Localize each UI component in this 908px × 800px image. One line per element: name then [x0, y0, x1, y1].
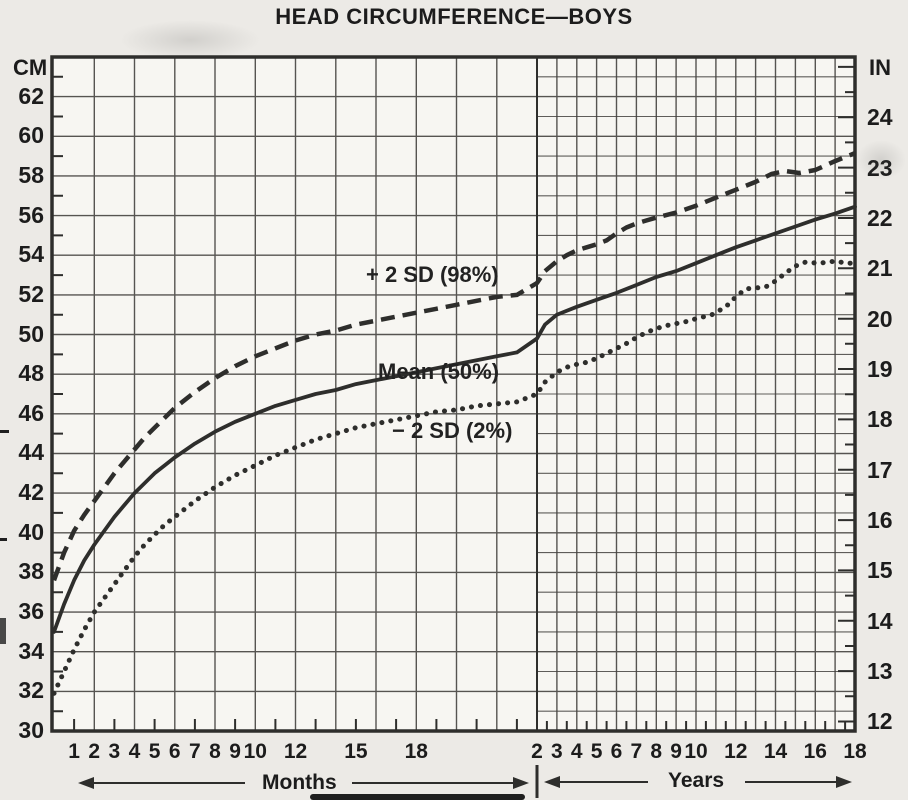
cm-tick-label: 34 [18, 637, 44, 664]
axis-ticks [52, 65, 855, 731]
month-tick-label: 6 [168, 740, 181, 763]
curve-plus2sd [51, 151, 856, 582]
cm-tick-label: 62 [18, 82, 44, 109]
cm-tick-label: 50 [18, 320, 44, 347]
left-axis-unit-label: CM [13, 55, 48, 80]
in-tick-label: 17 [867, 456, 893, 483]
cm-tick-label: 54 [18, 241, 44, 268]
year-tick-label: 10 [684, 740, 708, 763]
year-tick-label: 2 [531, 740, 543, 763]
month-tick-label: 5 [148, 740, 161, 763]
years-axis-caption: Years [668, 769, 725, 792]
mean-curve-label: Mean (50%) [378, 359, 500, 384]
cm-tick-label: 46 [18, 399, 44, 426]
year-tick-label: 6 [610, 740, 623, 763]
in-tick-label: 23 [867, 155, 893, 182]
cm-tick-label: 36 [18, 598, 44, 625]
upper-curve-label: + 2 SD (98%) [366, 262, 499, 287]
right-axis-unit-label: IN [869, 55, 891, 80]
year-tick-label: 8 [650, 740, 663, 763]
cm-tick-label: 58 [18, 161, 44, 188]
curve-minus2sd [51, 258, 858, 696]
cm-tick-label: 38 [18, 558, 44, 585]
month-tick-label: 9 [229, 740, 241, 763]
cm-tick-label: 40 [18, 518, 44, 545]
in-tick-label: 21 [867, 255, 893, 282]
scan-artifact-left-tick [0, 430, 9, 433]
in-tick-label: 13 [867, 658, 893, 685]
cm-tick-label: 52 [18, 280, 44, 307]
cm-tick-label: 56 [18, 201, 44, 228]
month-tick-label: 7 [189, 740, 201, 763]
month-tick-label: 3 [108, 740, 121, 763]
in-tick-label: 19 [867, 356, 893, 383]
month-tick-label: 1 [68, 740, 80, 763]
in-tick-label: 12 [867, 708, 893, 735]
scan-artifact-bottom-bar [310, 794, 525, 800]
year-tick-label: 4 [570, 740, 583, 763]
in-tick-label: 15 [867, 557, 893, 584]
in-tick-label: 16 [867, 507, 893, 534]
curve-mean [52, 204, 857, 634]
year-tick-label: 14 [763, 740, 788, 763]
month-tick-label: 18 [404, 740, 428, 763]
months-axis-caption: Months [262, 771, 337, 794]
year-tick-label: 9 [670, 740, 682, 763]
cm-tick-label: 30 [18, 717, 44, 743]
scan-artifact-left-tick [0, 538, 7, 541]
month-tick-label: 2 [88, 740, 101, 763]
cm-tick-label: 60 [18, 122, 44, 149]
month-tick-label: 10 [243, 740, 267, 763]
year-tick-label: 5 [590, 740, 603, 763]
month-tick-label: 12 [283, 740, 308, 763]
year-tick-label: 3 [551, 740, 563, 763]
plot-border [50, 55, 857, 733]
cm-tick-label: 42 [18, 479, 44, 506]
scan-artifact-left-blob [0, 618, 6, 644]
month-tick-label: 15 [344, 740, 368, 763]
caption-arrow-lines [84, 781, 846, 784]
year-tick-label: 18 [843, 740, 867, 763]
lower-curve-label: − 2 SD (2%) [392, 418, 513, 443]
year-tick-label: 12 [724, 740, 748, 763]
year-tick-label: 7 [630, 740, 643, 763]
cm-tick-label: 32 [18, 677, 44, 704]
grid-minor-lines-years [537, 76, 855, 712]
chart-title: HEAD CIRCUMFERENCE—BOYS [275, 4, 633, 29]
scan-smudge [856, 140, 906, 180]
cm-tick-label: 48 [18, 360, 44, 387]
in-tick-label: 24 [867, 104, 893, 131]
in-tick-label: 20 [867, 305, 893, 332]
in-tick-label: 22 [867, 204, 893, 231]
month-tick-label: 4 [128, 740, 141, 763]
month-tick-label: 8 [209, 740, 221, 763]
in-tick-label: 14 [867, 607, 893, 634]
cm-tick-label: 44 [18, 439, 44, 466]
year-tick-label: 16 [803, 740, 827, 763]
in-tick-label: 18 [867, 406, 893, 433]
scan-smudge [120, 20, 260, 60]
